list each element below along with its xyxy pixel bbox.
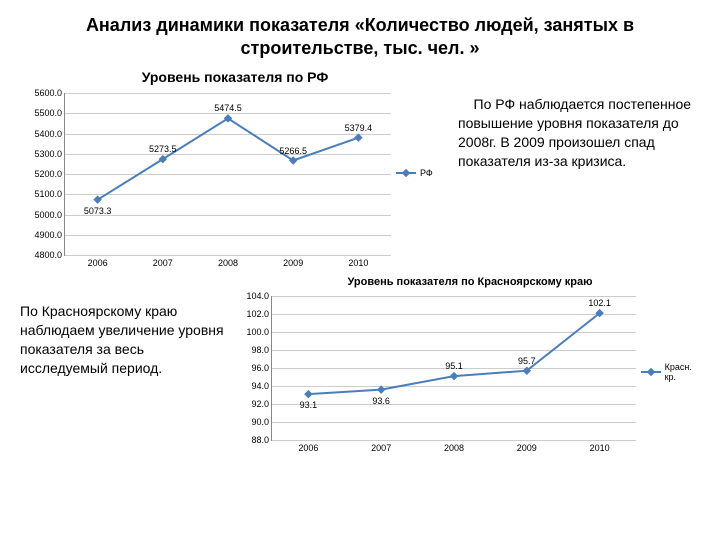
commentary-rf: По РФ наблюдается постепенное повышение …	[450, 69, 700, 171]
y-tick-label: 5200.0	[34, 169, 65, 179]
y-tick-label: 96.0	[251, 363, 272, 373]
y-tick-label: 5300.0	[34, 149, 65, 159]
y-tick-label: 4900.0	[34, 230, 65, 240]
data-label: 93.1	[300, 400, 318, 410]
y-tick-label: 104.0	[246, 291, 272, 301]
chart-rf-wrapper: Уровень показателя по РФ 4800.0 4900.0 500…	[20, 69, 450, 272]
y-tick-label: 98.0	[251, 345, 272, 355]
y-tick-label: 5000.0	[34, 210, 65, 220]
y-tick-label: 5100.0	[34, 189, 65, 199]
bottom-row: По Красноярскому краю наблюдаем увеличен…	[20, 276, 700, 460]
chart-krsk-title: Уровень показателя по Красноярскому краю	[235, 276, 705, 288]
y-tick-label: 92.0	[251, 399, 272, 409]
x-tick-label: 2010	[348, 255, 368, 268]
data-label: 93.6	[372, 396, 390, 406]
x-tick-label: 2009	[283, 255, 303, 268]
data-label: 5266.5	[279, 146, 307, 156]
x-tick-label: 2008	[218, 255, 238, 268]
legend: Красн. кр.	[641, 362, 705, 382]
chart-krsk: 88.0 90.0 92.0 94.0 96.0 98.0 100.0 102.0 104.0 2…	[235, 290, 705, 460]
data-label: 102.1	[588, 298, 611, 308]
y-tick-label: 5500.0	[34, 108, 65, 118]
data-label: 95.7	[518, 356, 536, 366]
data-label: 5474.5	[214, 103, 242, 113]
y-tick-label: 5600.0	[34, 88, 65, 98]
data-label: 5273.5	[149, 144, 177, 154]
chart-rf: 4800.0 4900.0 5000.0 5100.0 5200.0 5300.0 5400…	[20, 87, 450, 272]
y-tick-label: 90.0	[251, 417, 272, 427]
x-tick-label: 2007	[153, 255, 173, 268]
commentary-krsk: По Красноярскому краю наблюдаем увеличен…	[20, 276, 235, 378]
top-row: Уровень показателя по РФ 4800.0 4900.0 500…	[20, 69, 700, 272]
chart-rf-title: Уровень показателя по РФ	[20, 69, 450, 85]
data-label: 95.1	[445, 361, 463, 371]
chart-krsk-wrapper: Уровень показателя по Красноярскому краю…	[235, 276, 705, 460]
legend-label: Красн. кр.	[665, 362, 705, 382]
y-tick-label: 94.0	[251, 381, 272, 391]
slide-title: Анализ динамики показателя «Количество л…	[20, 14, 700, 59]
data-label: 5073.3	[84, 206, 112, 216]
plot-area: 88.090.092.094.096.098.0100.0102.0104.02…	[271, 296, 636, 441]
line-series	[65, 93, 391, 255]
x-tick-label: 2010	[590, 440, 610, 453]
x-tick-label: 2007	[371, 440, 391, 453]
legend-label: РФ	[420, 168, 433, 178]
x-tick-label: 2006	[88, 255, 108, 268]
y-tick-label: 88.0	[251, 435, 272, 445]
y-tick-label: 100.0	[246, 327, 272, 337]
x-tick-label: 2009	[517, 440, 537, 453]
x-tick-label: 2008	[444, 440, 464, 453]
y-tick-label: 102.0	[246, 309, 272, 319]
x-tick-label: 2006	[298, 440, 318, 453]
plot-area: 4800.04900.05000.05100.05200.05300.05400…	[64, 93, 391, 256]
y-tick-label: 5400.0	[34, 129, 65, 139]
legend: РФ	[396, 168, 433, 178]
y-tick-label: 4800.0	[34, 250, 65, 260]
data-label: 5379.4	[345, 123, 373, 133]
